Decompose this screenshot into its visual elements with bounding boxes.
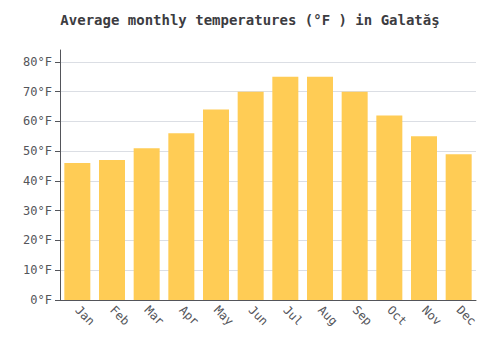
svg-text:30°F: 30°F: [23, 204, 52, 218]
svg-text:Aug: Aug: [315, 303, 340, 328]
svg-text:Sep: Sep: [350, 303, 375, 328]
svg-text:Jul: Jul: [280, 303, 305, 328]
svg-text:0°F: 0°F: [30, 293, 52, 307]
svg-text:Nov: Nov: [419, 303, 444, 328]
svg-text:Jan: Jan: [72, 303, 97, 328]
svg-text:Feb: Feb: [107, 303, 132, 328]
svg-text:40°F: 40°F: [23, 174, 52, 188]
svg-text:80°F: 80°F: [23, 55, 52, 69]
svg-text:Average monthly temperatures (: Average monthly temperatures (°F ) in Ga…: [60, 12, 439, 28]
svg-text:70°F: 70°F: [23, 85, 52, 99]
svg-text:60°F: 60°F: [23, 114, 52, 128]
svg-text:Dec: Dec: [454, 303, 479, 328]
svg-text:Jun: Jun: [246, 303, 271, 328]
svg-text:Mar: Mar: [142, 303, 167, 328]
svg-text:10°F: 10°F: [23, 263, 52, 277]
svg-text:50°F: 50°F: [23, 144, 52, 158]
svg-text:Oct: Oct: [384, 303, 409, 328]
svg-text:May: May: [211, 303, 236, 328]
svg-text:Apr: Apr: [176, 303, 201, 328]
svg-text:20°F: 20°F: [23, 233, 52, 247]
